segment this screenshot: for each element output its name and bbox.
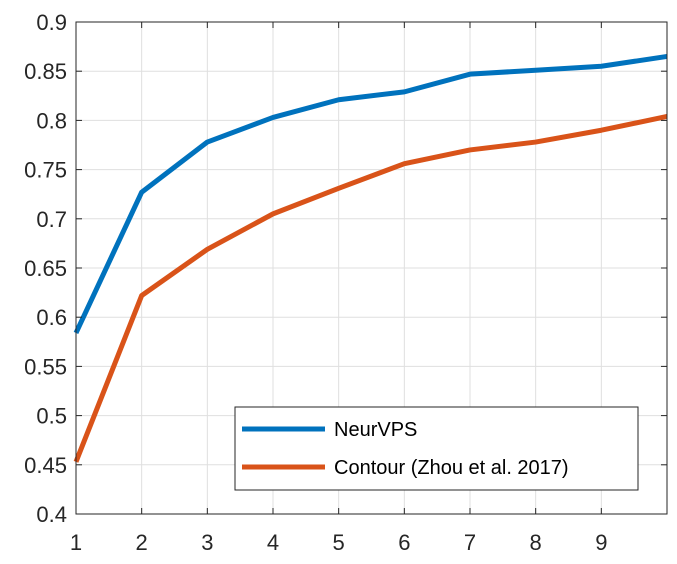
legend-box [234,406,639,491]
y-tick-label: 0.45 [24,453,67,478]
y-tick-label: 0.8 [36,108,67,133]
legend-label: Contour (Zhou et al. 2017) [334,457,569,479]
y-axis-tick-labels: 0.4 0.45 0.5 0.55 0.6 0.65 0.7 0.75 0.8 0.85 0.9 [24,10,67,527]
axis-ticks [75,21,667,515]
y-tick-label: 0.7 [36,207,67,232]
x-tick-label: 5 [333,530,345,555]
y-tick-label: 0.4 [36,502,67,527]
y-tick-label: 0.85 [24,59,67,84]
series-line-contour [73,114,668,463]
x-tick-label: 7 [464,530,476,555]
x-axis-tick-labels: 1 2 3 4 5 6 7 8 9 [70,530,608,555]
legend-label: NeurVPS [334,419,417,441]
y-tick-label: 0.75 [24,158,67,183]
x-tick-label: 4 [267,530,279,555]
y-tick-label: 0.55 [24,354,67,379]
series-lines [73,53,668,463]
x-tick-label: 2 [136,530,148,555]
y-tick-label: 0.5 [36,404,67,429]
y-tick-label: 0.65 [24,256,67,281]
series-line-neurvps [73,53,668,335]
x-tick-label: 1 [70,530,82,555]
x-tick-label: 6 [398,530,410,555]
legend: NeurVPS Contour (Zhou et al. 2017) [234,406,639,491]
x-tick-label: 3 [201,530,213,555]
y-tick-label: 0.6 [36,305,67,330]
y-tick-label: 0.9 [36,10,67,35]
x-tick-label: 8 [530,530,542,555]
x-tick-label: 9 [595,530,607,555]
